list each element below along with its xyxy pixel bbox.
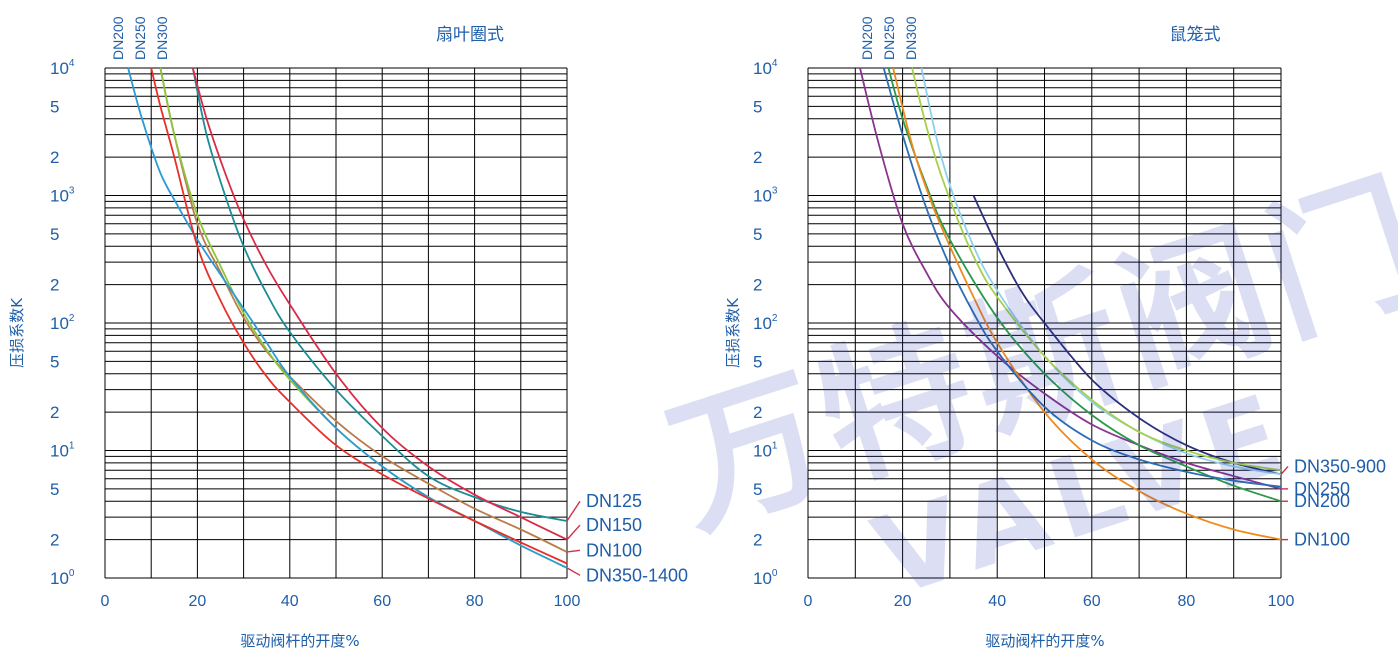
grid: [104, 67, 568, 579]
series-lines: [859, 67, 1282, 541]
y-tick-label: 102: [753, 313, 778, 333]
series-line-unlabeled-4: [882, 67, 1282, 488]
y-tick-label: 100: [753, 568, 778, 588]
x-tick-label: 0: [804, 593, 813, 610]
y-axis-label: 压损系数K: [8, 297, 26, 368]
x-tick-label: 20: [189, 593, 207, 610]
top-series-label: DN200: [110, 16, 126, 60]
series-line-unlabeled-6: [911, 67, 1282, 472]
series-end-label: DN100: [586, 540, 642, 560]
y-tick-exponent: 4: [772, 58, 778, 69]
y-tick-label: 2: [753, 148, 762, 167]
chart-title: 鼠笼式: [1170, 25, 1221, 45]
y-tick-label: 100: [50, 568, 75, 588]
y-tick-label: 5: [50, 225, 59, 244]
y-tick-label: 5: [753, 225, 762, 244]
y-tick-exponent: 2: [69, 313, 75, 324]
chart-title: 扇叶圈式: [436, 25, 504, 45]
series-line-dn350-900: [972, 195, 1282, 476]
y-tick-label: 103: [753, 186, 778, 206]
x-tick-label: 20: [894, 593, 912, 610]
x-tick-label: 0: [101, 593, 110, 610]
grid: [807, 67, 1282, 579]
y-tick-exponent: 3: [69, 186, 75, 197]
x-tick-label: 40: [988, 593, 1006, 610]
y-tick-label: 102: [50, 313, 75, 333]
y-tick-exponent: 0: [772, 568, 778, 579]
x-tick-label: 80: [466, 593, 484, 610]
series-line-dn150: [191, 67, 568, 541]
y-tick-label: 5: [753, 97, 762, 116]
y-tick-label: 2: [50, 276, 59, 295]
y-tick-exponent: 4: [69, 58, 75, 69]
y-tick-label: 2: [50, 403, 59, 422]
series-leader-line: [566, 500, 581, 522]
y-tick-exponent: 3: [772, 186, 778, 197]
series-end-label: DN350-900: [1294, 456, 1386, 476]
series-line-dn125: [191, 67, 568, 522]
top-series-label: DN300: [903, 16, 919, 60]
x-axis-label: 驱动阀杆的开度%: [240, 632, 359, 650]
y-tick-label: 5: [50, 352, 59, 371]
series-line-dn100: [892, 67, 1282, 541]
series-line-dn100: [159, 67, 568, 553]
y-tick-label: 101: [753, 441, 778, 461]
series-end-label: DN200: [1294, 491, 1350, 511]
x-tick-label: 80: [1178, 593, 1196, 610]
series-leader-line: [566, 567, 581, 576]
y-tick-label: 104: [50, 58, 75, 78]
series-leader-line: [566, 524, 581, 541]
series-line-unlabeled-5: [150, 67, 568, 565]
y-tick-exponent: 1: [69, 441, 75, 452]
series-end-label: DN250: [1294, 479, 1350, 499]
y-tick-label: 101: [50, 441, 75, 461]
top-series-label: DN250: [881, 16, 897, 60]
y-tick-exponent: 1: [772, 441, 778, 452]
series-end-label: DN100: [1294, 530, 1350, 550]
x-tick-label: 100: [1268, 593, 1295, 610]
y-tick-label: 5: [753, 480, 762, 499]
x-tick-label: 100: [554, 593, 581, 610]
y-tick-label: 5: [50, 97, 59, 116]
y-tick-label: 104: [753, 58, 778, 78]
series-end-label: DN350-1400: [586, 565, 688, 585]
series-line-unlabeled-5: [920, 67, 1282, 476]
y-tick-label: 2: [753, 276, 762, 295]
y-tick-label: 5: [753, 352, 762, 371]
x-tick-label: 60: [1083, 593, 1101, 610]
top-series-label: DN250: [132, 16, 148, 60]
y-tick-label: 2: [50, 531, 59, 550]
series-end-label: DN125: [586, 491, 642, 511]
y-tick-label: 2: [753, 403, 762, 422]
series-leader-line: [1280, 465, 1289, 475]
y-axis-label: 压损系数K: [724, 297, 742, 368]
x-axis-label: 驱动阀杆的开度%: [985, 632, 1104, 650]
series-end-label: DN150: [586, 515, 642, 535]
series-line-dn250: [859, 67, 1282, 490]
y-tick-label: 5: [50, 480, 59, 499]
y-tick-exponent: 2: [772, 313, 778, 324]
series-lines: [127, 67, 568, 569]
y-tick-exponent: 0: [69, 568, 75, 579]
y-tick-label: 103: [50, 186, 75, 206]
y-tick-label: 2: [50, 148, 59, 167]
x-tick-label: 40: [281, 593, 299, 610]
series-line-unlabeled-4: [127, 67, 568, 569]
series-line-dn350-1400: [159, 67, 568, 569]
y-tick-label: 2: [753, 531, 762, 550]
series-leader-line: [566, 549, 581, 553]
x-tick-label: 60: [373, 593, 391, 610]
top-series-label: DN200: [859, 16, 875, 60]
top-series-label: DN300: [154, 16, 170, 60]
